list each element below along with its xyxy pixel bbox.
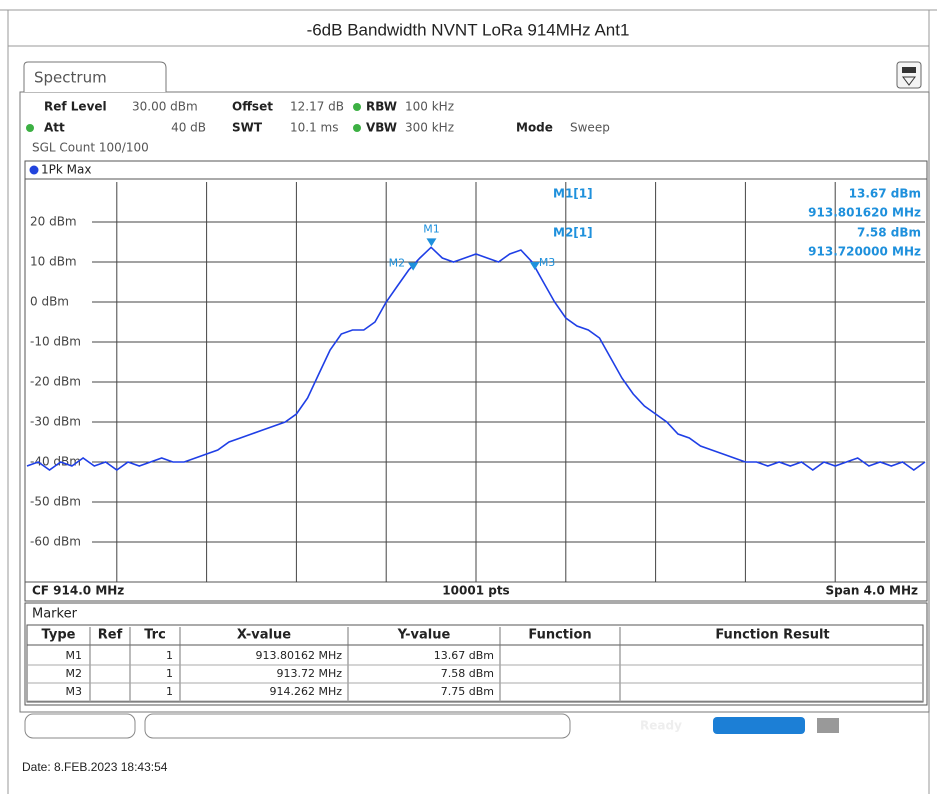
cell-y: 7.75 dBm [441,685,494,698]
trace-label: 1Pk Max [41,163,91,177]
tab-label[interactable]: Spectrum [34,69,107,87]
setting-value: 40 dB [171,121,206,135]
cell-y: 7.58 dBm [441,667,494,680]
footer-text: Span 4.0 MHz [826,584,918,598]
coupling-dot [353,124,361,132]
cell-type: M2 [66,667,83,680]
coupling-dot [353,103,361,111]
marker-label: M2 [389,257,406,270]
y-tick-label: 10 dBm [30,255,77,269]
cell-y: 13.67 dBm [434,649,494,662]
readout-label: M1[1] [553,187,593,201]
progress [713,717,805,734]
marker-table-title: Marker [32,607,78,622]
readout-y: 7.58 dBm [857,226,921,240]
marker-label: M1 [423,222,440,235]
setting-label: SWT [232,121,263,135]
lxi-icon [817,718,839,733]
readout-x: 913.801620 MHz [808,206,921,220]
table-header: Type [42,628,76,643]
y-tick-label: -30 dBm [30,415,81,429]
menu-icon[interactable] [896,61,922,89]
status-text: Ready [640,719,682,733]
table-box [26,624,924,703]
cell-trc: 1 [166,685,173,698]
date: Date: 8.FEB.2023 18:43:54 [22,760,168,774]
cell-x: 913.80162 MHz [255,649,342,662]
setting-value: 30.00 dBm [132,100,198,114]
setting-value: Sweep [570,121,610,135]
status-field [24,713,136,739]
y-tick-label: 20 dBm [30,215,77,229]
footer-text: 10001 pts [442,584,509,598]
cell-x: 913.72 MHz [276,667,342,680]
table-header: Y-value [397,628,451,643]
table-header: X-value [237,628,291,643]
sgl-count: SGL Count 100/100 [32,141,149,155]
setting-label: VBW [366,121,397,135]
status-message [144,713,571,739]
y-tick-label: -10 dBm [30,335,81,349]
tab[interactable] [23,61,167,92]
marker-panel [24,602,928,706]
cell-trc: 1 [166,667,173,680]
readout-x: 913.720000 MHz [808,245,921,259]
setting-value: 10.1 ms [290,121,338,135]
marker-label: M3 [539,256,556,269]
readout-label: M2[1] [553,226,593,240]
trace-dot [29,165,39,175]
table-header: Ref [98,628,123,643]
setting-label: RBW [366,100,397,114]
setting-label: Offset [232,100,273,114]
footer-text: CF 914.0 MHz [32,584,124,598]
settings: Ref Level 30.00 dBm Offset 12.17 dB RBW 100 k… [26,100,610,155]
cell-type: M3 [66,685,83,698]
setting-label: Ref Level [44,100,107,114]
y-tick-label: -50 dBm [30,495,81,509]
y-tick-label: -60 dBm [30,535,81,549]
y-tick-label: -20 dBm [30,375,81,389]
page-title: -6dB Bandwidth NVNT LoRa 914MHz Ant1 [307,20,630,39]
coupling-dot [26,124,34,132]
marker [426,238,437,247]
cell-x: 914.262 MHz [269,685,342,698]
y-tick-label: 0 dBm [30,295,69,309]
setting-value: 100 kHz [405,100,454,114]
menu-icon-bar [902,67,916,73]
setting-value: 12.17 dB [290,100,344,114]
marker [408,262,419,271]
cell-trc: 1 [166,649,173,662]
trace [26,246,926,471]
readout-y: 13.67 dBm [849,187,921,201]
table-header: Trc [144,628,166,643]
cell-type: M1 [66,649,83,662]
setting-value: 300 kHz [405,121,454,135]
setting-label: Mode [516,121,553,135]
marker [529,262,540,270]
table-header: Function Result [715,628,829,643]
menu-icon-arrow [902,76,916,86]
table-header: Function [528,628,591,643]
setting-label: Att [44,121,65,135]
